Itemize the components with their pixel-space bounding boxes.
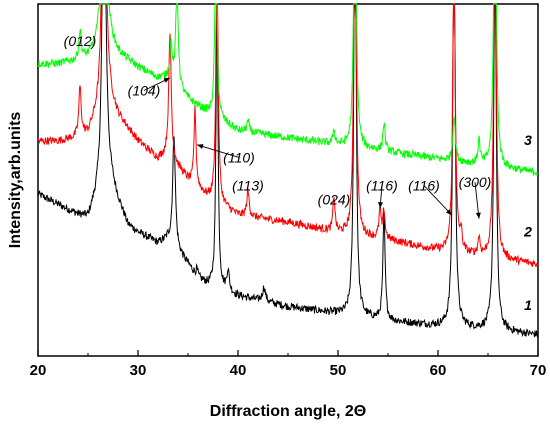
curve-label: 3 (524, 132, 532, 148)
x-tick-label: 70 (530, 362, 547, 379)
series-layer (37, 3, 539, 339)
series-3-line (37, 3, 539, 176)
x-tick-label: 50 (330, 362, 347, 379)
curve-label: 2 (523, 223, 532, 239)
x-tick-label: 20 (30, 362, 47, 379)
x-tick-label: 30 (130, 362, 147, 379)
annotation-arrow (474, 181, 480, 219)
annotation-arrowhead (197, 144, 204, 149)
x-tick-label: 40 (230, 362, 247, 379)
y-axis-title: Intensity,arb.units (7, 112, 24, 249)
peak-annotation: (113) (232, 178, 264, 194)
peak-annotation: (024) (318, 192, 351, 208)
x-axis-ticks: 20 30 40 50 60 70 (30, 350, 547, 379)
series-1-line (37, 3, 539, 339)
series-2-line (37, 3, 539, 267)
annotation-arrowhead (378, 201, 384, 209)
annotation-arrowhead (475, 212, 481, 219)
x-tick-label: 60 (430, 362, 447, 379)
x-axis-title: Diffraction angle, 2Θ (210, 403, 366, 420)
annotation-arrow (423, 185, 453, 216)
annotation-arrowhead (163, 77, 170, 83)
curve-label: 1 (524, 297, 532, 313)
annotation-layer: (012)(104)(110)(113)(024)(116) (116) (300)… (64, 33, 532, 313)
annotation-arrow (196, 144, 240, 158)
annotation-arrowhead (446, 209, 452, 216)
peak-annotation: (012) (64, 33, 97, 49)
